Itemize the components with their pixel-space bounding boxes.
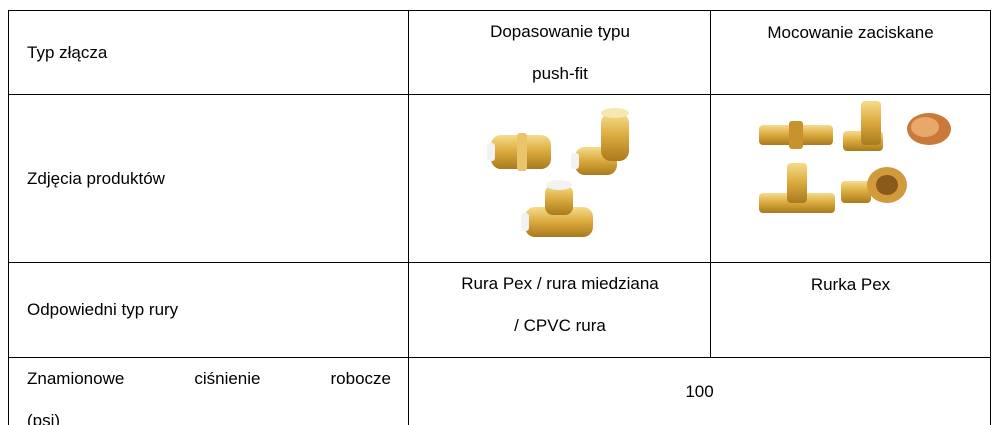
cell-text: / CPVC rura — [514, 316, 606, 335]
cell — [408, 94, 711, 263]
cell-text: Typ złącza — [27, 42, 108, 62]
cell-text: Odpowiedni typ rury — [27, 300, 179, 319]
cell-text: 100 — [685, 381, 714, 401]
cell-text: Rurka Pex — [810, 275, 891, 294]
product-photo — [759, 101, 951, 213]
cell-text: Dopasowanie typu — [490, 22, 630, 41]
cell: Typ złącza — [8, 10, 409, 95]
cell-text: push-fit — [532, 64, 588, 83]
cell: 100 — [408, 357, 991, 425]
cell-text: Zdjęcia produktów — [27, 168, 165, 188]
cell-text: Mocowanie zaciskane — [767, 23, 934, 42]
cell-text: Rura Pex / rura miedziana — [461, 274, 659, 293]
product-photo — [487, 108, 629, 237]
cell — [710, 94, 991, 263]
cell: Odpowiedni typ rury — [8, 262, 409, 358]
cell: Zdjęcia produktów — [8, 94, 409, 263]
cell: Rura Pex / rura miedziana / CPVC rura — [408, 262, 711, 358]
cell-text: (psi) — [27, 411, 61, 425]
cell: Znamionowe ciśnienie robocze (psi) — [8, 357, 409, 425]
cell: Dopasowanie typu push-fit — [408, 10, 711, 95]
cell-text: Znamionowe ciśnienie robocze — [27, 369, 391, 388]
cell: Mocowanie zaciskane — [710, 10, 991, 95]
cell: Rurka Pex — [710, 262, 991, 358]
